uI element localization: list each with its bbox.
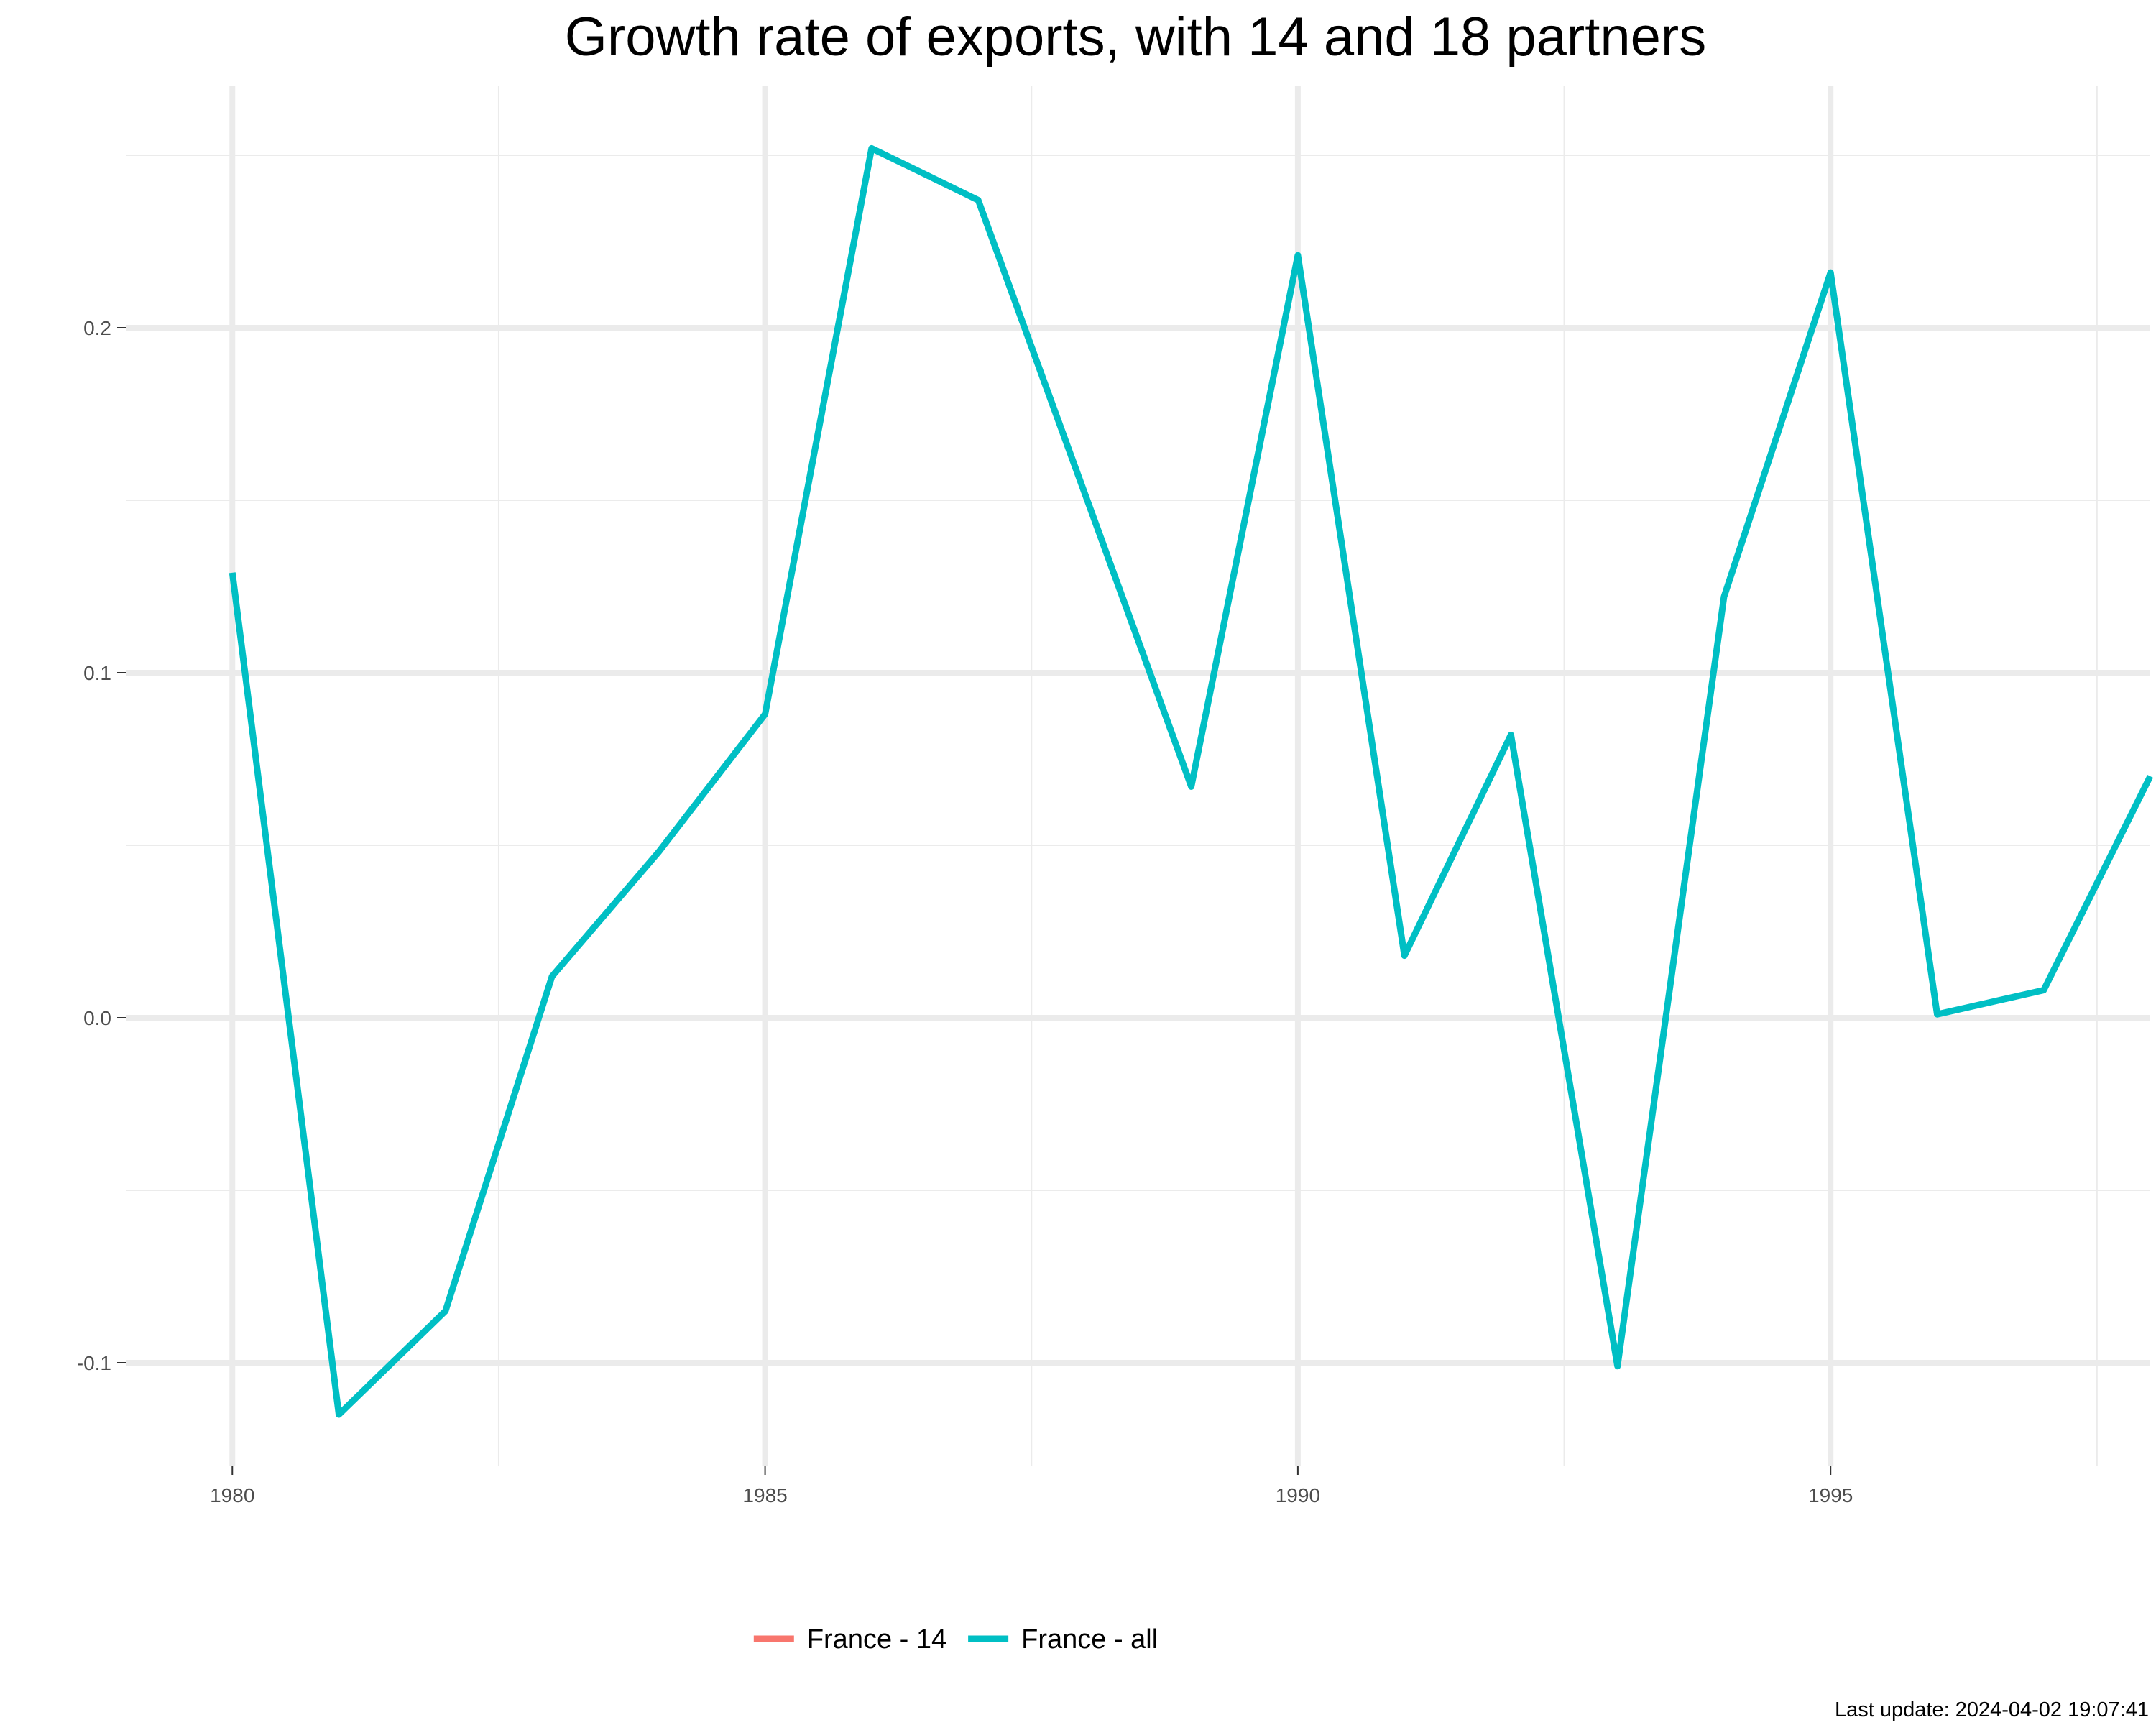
y-tick-label: 0.0 bbox=[83, 1007, 111, 1029]
legend-label-1: France - all bbox=[1021, 1624, 1158, 1655]
series-group bbox=[229, 144, 2154, 1418]
x-tick-label: 1985 bbox=[742, 1484, 787, 1506]
series-line-1 bbox=[229, 144, 2154, 1418]
y-tick-label: -0.1 bbox=[77, 1352, 111, 1374]
y-tick-label: 0.1 bbox=[83, 662, 111, 684]
x-tick-label: 1990 bbox=[1276, 1484, 1320, 1506]
x-tick-label: 1995 bbox=[1808, 1484, 1853, 1506]
legend: France - 14 France - all bbox=[753, 1624, 1158, 1655]
legend-label-0: France - 14 bbox=[807, 1624, 946, 1655]
x-tick-label: 1980 bbox=[210, 1484, 254, 1506]
chart-title: Growth rate of exports, with 14 and 18 p… bbox=[565, 6, 1706, 68]
axes: 1980 1985 1990 1995 -0.1 0.0 0.1 0.2 bbox=[77, 317, 1853, 1506]
last-update-caption: Last update: 2024-04-02 19:07:41 bbox=[1835, 1698, 2149, 1721]
grid bbox=[126, 86, 2150, 1466]
y-tick-label: 0.2 bbox=[83, 317, 111, 339]
